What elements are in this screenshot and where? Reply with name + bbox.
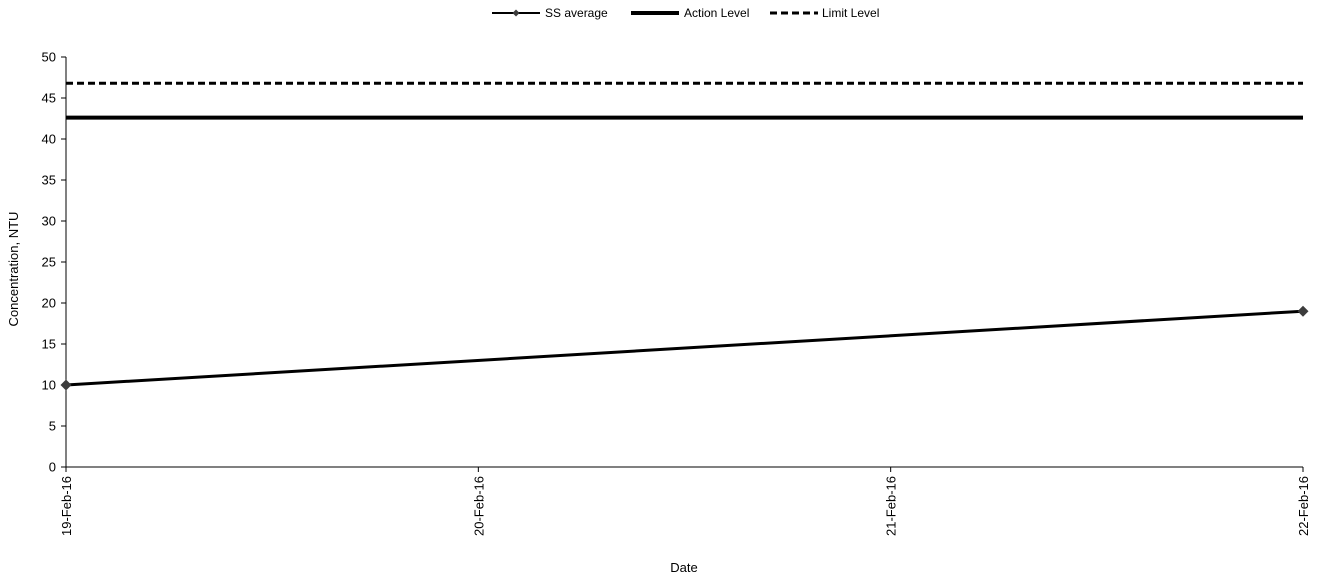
series-line-ss-average	[65, 309, 1304, 387]
series-layer	[60, 81, 1309, 391]
y-tick-label: 0	[49, 460, 56, 475]
data-point-ss-average	[1297, 305, 1309, 317]
y-tick-label: 5	[49, 419, 56, 434]
y-tick-label: 50	[42, 50, 56, 65]
x-axis-title: Date	[670, 560, 697, 575]
legend-entry-limit-level: Limit Level	[770, 6, 879, 20]
data-point-ss-average	[60, 379, 72, 391]
x-axis: 19-Feb-16 20-Feb-16 21-Feb-16 22-Feb-16	[59, 466, 1311, 536]
y-tick-label: 10	[42, 378, 56, 393]
y-tick-label: 40	[42, 132, 56, 147]
y-axis-title: Concentration, NTU	[6, 212, 21, 327]
x-tick-label: 19-Feb-16	[59, 476, 74, 536]
x-tick-label: 22-Feb-16	[1296, 476, 1311, 536]
legend-entry-action-level: Action Level	[631, 6, 749, 20]
y-tick-label: 30	[42, 214, 56, 229]
y-tick-label: 15	[42, 337, 56, 352]
chart-legend: SS average Action Level Limit Level	[492, 6, 879, 20]
y-tick-label: 20	[42, 296, 56, 311]
x-tick-label: 20-Feb-16	[471, 476, 486, 536]
y-tick-label: 35	[42, 173, 56, 188]
y-tick-label: 45	[42, 91, 56, 106]
legend-entry-ss-average: SS average	[492, 6, 608, 20]
y-tick-label: 25	[42, 255, 56, 270]
x-tick-label: 21-Feb-16	[884, 476, 899, 536]
legend-label-limit-level: Limit Level	[822, 6, 879, 20]
legend-label-ss-average: SS average	[545, 6, 608, 20]
legend-label-action-level: Action Level	[684, 6, 749, 20]
y-axis: 0 5 10 15 20 25 30 35 40 45 50	[42, 50, 67, 475]
